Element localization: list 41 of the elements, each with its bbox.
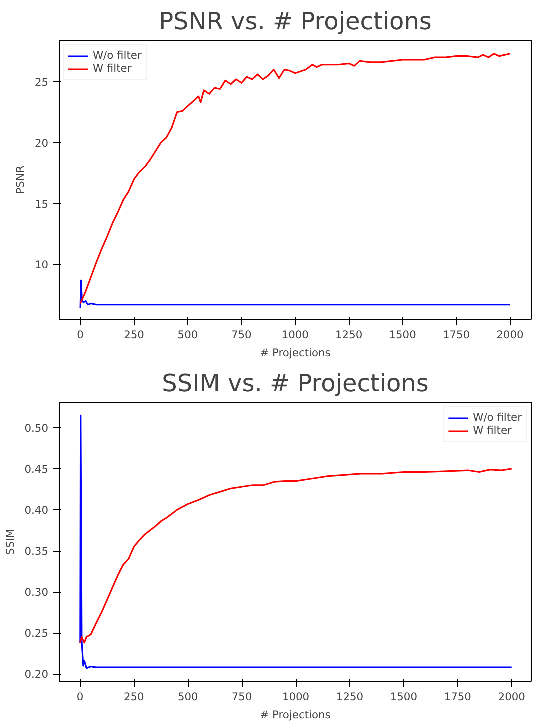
x-tick-label: 1250 [336,690,364,704]
x-tick-label: 500 [178,690,199,704]
y-tick-label: 0.30 [24,586,49,600]
x-tick-label: 250 [124,328,145,342]
x-tick-label: 2000 [498,690,526,704]
x-tick-label: 1000 [282,690,310,704]
legend-label: W/o filter [473,411,522,424]
y-tick-label: 0.40 [24,504,49,517]
x-tick-label: 0 [77,328,84,342]
x-tick-label: 1000 [282,328,310,342]
y-tick-label: 10 [34,258,49,272]
x-tick-label: 750 [232,690,252,704]
legend-label: W filter [93,62,132,75]
x-tick-label: 250 [124,690,145,704]
chart-title: SSIM vs. # Projections [162,370,429,398]
y-tick-label: 0.50 [24,422,49,435]
x-tick-label: 0 [76,690,84,704]
x-tick-label: 1250 [336,328,363,342]
y-axis-title: SSIM [4,529,17,555]
line-series [80,280,512,310]
x-tick-label: 1500 [389,328,417,342]
x-tick-label: 1500 [390,690,418,704]
chart-title: PSNR vs. # Projections [159,8,432,36]
y-tick-label: 15 [34,198,49,211]
line-series [79,468,513,644]
x-tick-label: 1750 [444,690,472,704]
y-tick-label: 20 [34,136,49,150]
legend-label: W filter [473,424,512,437]
y-tick-label: 0.45 [24,462,49,476]
y-tick-label: 0.20 [24,668,49,682]
y-axis-title: PSNR [14,165,27,194]
x-axis-title: # Projections [260,708,332,722]
x-tick-label: 500 [178,328,198,342]
y-tick-label: 25 [34,76,49,89]
x-axis-title: # Projections [260,346,332,360]
x-tick-label: 2000 [496,328,524,342]
y-tick-label: 0.35 [24,545,49,558]
y-tick-label: 0.25 [24,627,49,640]
legend-label: W/o filter [93,49,142,62]
x-tick-label: 750 [232,328,252,342]
x-tick-label: 1750 [442,328,470,342]
